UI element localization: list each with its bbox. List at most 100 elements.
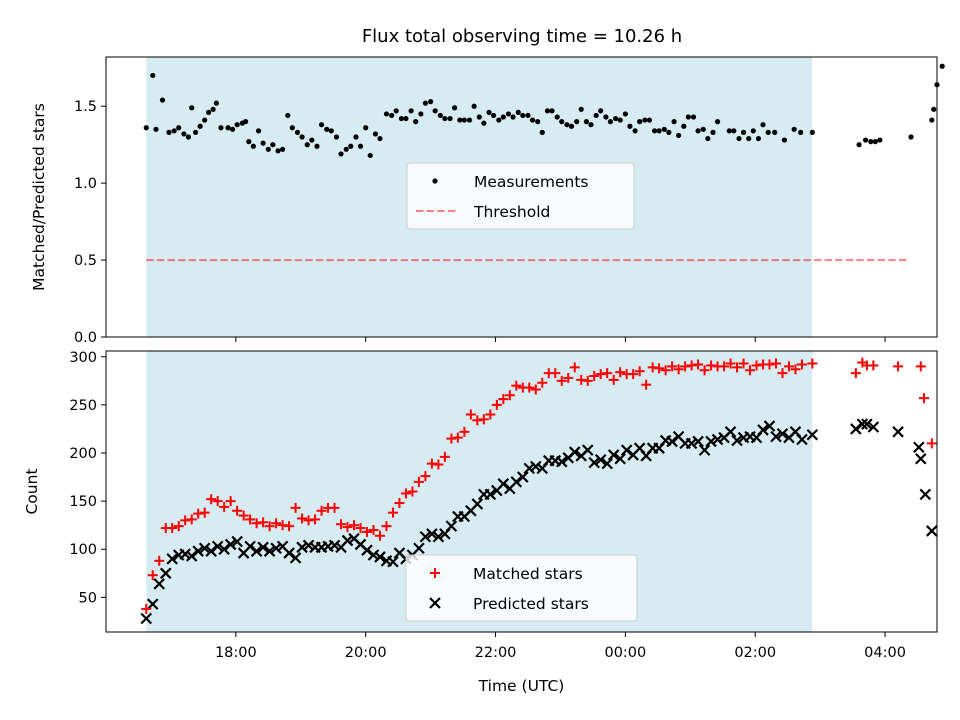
measurement-point bbox=[471, 103, 477, 109]
measurement-point bbox=[166, 129, 172, 135]
measurement-point bbox=[939, 63, 945, 69]
y-tick-label: 1.5 bbox=[74, 99, 97, 115]
predicted-star-point bbox=[224, 538, 237, 551]
measurement-point bbox=[398, 115, 404, 122]
predicted-star-point bbox=[341, 534, 354, 547]
predicted-star-point bbox=[770, 430, 782, 443]
x-tick-label: 04:00 bbox=[864, 645, 906, 661]
legend-matched-label: Matched stars bbox=[473, 565, 583, 583]
predicted-star-point bbox=[926, 525, 938, 537]
predicted-star-point bbox=[850, 423, 862, 435]
predicted-star-point bbox=[666, 435, 678, 448]
predicted-star-point bbox=[328, 539, 341, 552]
x-tick-label: 00:00 bbox=[604, 645, 646, 661]
measurement-point bbox=[520, 112, 526, 119]
measurement-point bbox=[314, 143, 320, 149]
matched-star-point bbox=[199, 507, 210, 518]
predicted-star-point bbox=[568, 446, 581, 458]
measurement-point bbox=[279, 146, 286, 152]
measurement-point bbox=[343, 146, 349, 152]
measurement-point bbox=[564, 122, 570, 128]
measurement-point bbox=[389, 112, 395, 119]
predicted-star-point bbox=[692, 435, 704, 448]
matched-star-point bbox=[433, 459, 444, 470]
measurement-point bbox=[353, 134, 359, 140]
matched-star-point bbox=[310, 514, 321, 525]
measurement-point bbox=[143, 125, 149, 131]
measurement-point bbox=[422, 100, 429, 106]
predicted-star-point bbox=[607, 449, 620, 461]
matched-star-point bbox=[628, 369, 639, 380]
matched-star-point bbox=[504, 390, 515, 401]
predicted-star-point bbox=[244, 540, 256, 553]
legend-measurements-marker bbox=[432, 178, 438, 184]
measurement-point bbox=[510, 114, 516, 120]
measurement-point bbox=[681, 123, 687, 129]
matched-star-point bbox=[141, 603, 152, 614]
y-tick-label: 1.0 bbox=[74, 176, 97, 192]
predicted-star-point bbox=[218, 543, 230, 556]
measurement-point bbox=[234, 122, 240, 128]
predicted-star-point bbox=[919, 488, 932, 501]
matched-star-point bbox=[530, 384, 541, 395]
measurement-point bbox=[798, 129, 804, 135]
predicted-star-point bbox=[614, 453, 626, 465]
measurement-point bbox=[246, 139, 252, 145]
measurement-point bbox=[197, 123, 203, 129]
measurement-point bbox=[250, 143, 256, 149]
measurement-point bbox=[613, 115, 619, 122]
count-panel: 50 100 150 200 250 300 18:00 20:00 22:00 00:00 02… bbox=[23, 350, 938, 695]
measurement-point bbox=[383, 111, 390, 117]
ratio-legend-box bbox=[406, 162, 635, 230]
measurement-point bbox=[171, 128, 177, 134]
measurement-point bbox=[150, 72, 156, 79]
measurement-point bbox=[432, 108, 438, 114]
x-axis-label: Time (UTC) bbox=[478, 677, 565, 695]
measurement-point bbox=[700, 126, 706, 132]
predicted-star-point bbox=[367, 549, 380, 561]
measurement-point bbox=[632, 128, 638, 134]
measurement-point bbox=[765, 129, 771, 135]
predicted-star-point bbox=[387, 555, 399, 568]
measurement-point bbox=[515, 109, 521, 115]
measurement-point bbox=[442, 115, 448, 122]
measurement-point bbox=[646, 117, 652, 123]
matched-star-point bbox=[615, 367, 626, 378]
predicted-star-point bbox=[146, 598, 159, 610]
measurement-point bbox=[740, 129, 747, 135]
predicted-star-point bbox=[166, 553, 178, 565]
measurement-point bbox=[525, 112, 531, 119]
matched-star-point bbox=[342, 522, 353, 533]
predicted-star-point bbox=[705, 435, 717, 448]
predicted-star-point bbox=[263, 545, 276, 557]
matched-star-point bbox=[660, 365, 671, 376]
matched-star-point bbox=[485, 409, 496, 420]
measurement-point bbox=[213, 100, 219, 106]
measurement-point bbox=[588, 122, 594, 128]
x-tick-label: 22:00 bbox=[475, 645, 517, 661]
predicted-star-point bbox=[471, 498, 484, 510]
matched-star-point bbox=[264, 521, 275, 532]
measurement-point bbox=[408, 108, 414, 114]
measurement-point bbox=[260, 140, 266, 146]
measurement-point bbox=[559, 119, 565, 125]
matched-star-point bbox=[154, 555, 165, 566]
matched-star-point bbox=[478, 414, 489, 425]
predicted-star-point bbox=[685, 437, 698, 450]
measurement-point bbox=[476, 114, 482, 120]
matched-star-point bbox=[589, 371, 600, 382]
measurement-point bbox=[338, 151, 344, 157]
measurement-point bbox=[666, 129, 672, 135]
matched-star-point bbox=[807, 358, 818, 369]
measurement-point bbox=[539, 129, 545, 135]
measurement-point bbox=[690, 114, 697, 120]
x-tick-label: 02:00 bbox=[734, 645, 776, 661]
predicted-star-point bbox=[302, 539, 315, 552]
measurement-point bbox=[726, 128, 732, 134]
predicted-star-point bbox=[620, 444, 633, 456]
measurement-point bbox=[229, 126, 236, 132]
measurement-point bbox=[270, 142, 276, 148]
predicted-star-point bbox=[374, 551, 386, 563]
measurement-point bbox=[294, 129, 301, 135]
predicted-star-point bbox=[555, 455, 568, 468]
